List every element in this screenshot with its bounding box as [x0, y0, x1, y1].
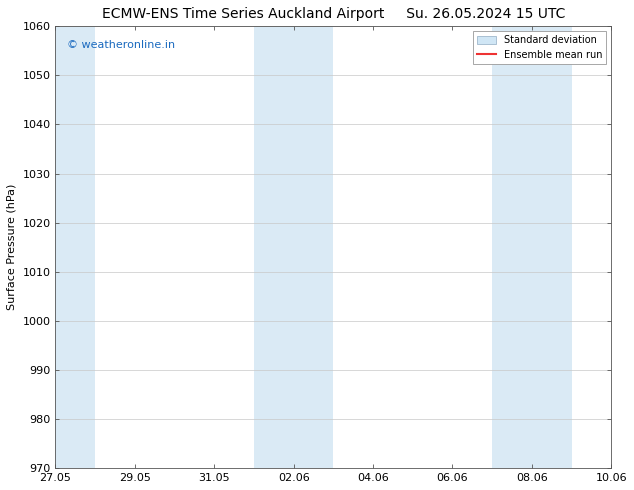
Title: ECMW-ENS Time Series Auckland Airport     Su. 26.05.2024 15 UTC: ECMW-ENS Time Series Auckland Airport Su…	[101, 7, 565, 21]
Text: © weatheronline.in: © weatheronline.in	[67, 40, 175, 49]
Bar	[55, 26, 95, 468]
Y-axis label: Surface Pressure (hPa): Surface Pressure (hPa)	[7, 184, 17, 311]
Bar	[254, 26, 333, 468]
Legend: Standard deviation, Ensemble mean run: Standard deviation, Ensemble mean run	[473, 31, 606, 64]
Bar	[492, 26, 571, 468]
